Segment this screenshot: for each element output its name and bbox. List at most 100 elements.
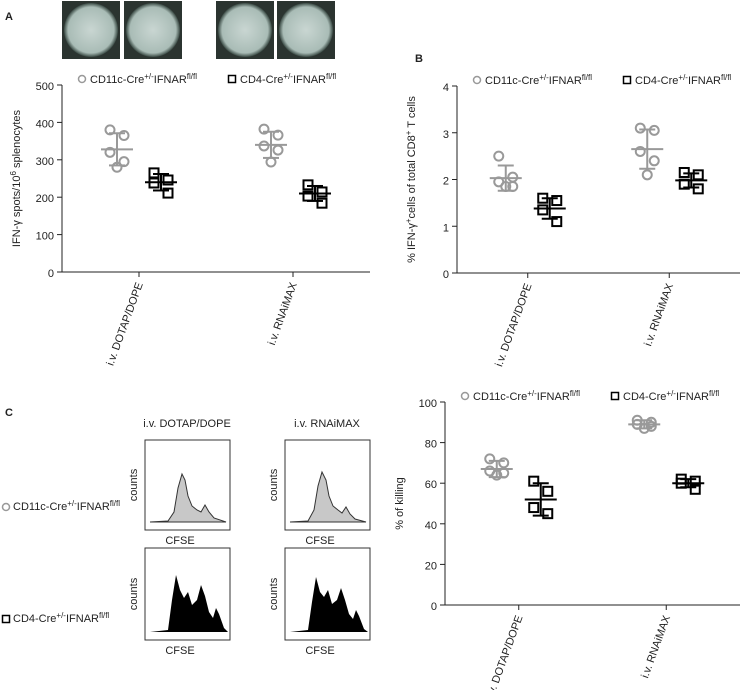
x-axis-label: CFSE <box>305 645 334 657</box>
legend-label: CD4-Cre+/-IFNARfl/fl <box>635 73 731 88</box>
x-axis-label: CFSE <box>165 645 194 657</box>
row-label-part: IFNAR <box>66 613 99 625</box>
legend-label-part: fl/fl <box>582 73 592 82</box>
data-point <box>692 169 704 181</box>
legend-marker <box>1 502 11 512</box>
y-tick-label: 3 <box>443 129 449 141</box>
data-point <box>316 197 328 209</box>
legend-label-part: +/- <box>144 72 154 81</box>
y-axis-label: counts <box>268 577 280 610</box>
legend-label-part: CD4-Cre <box>623 391 666 403</box>
data-point <box>551 195 563 207</box>
panel-label: A <box>5 11 13 23</box>
legend-label-part: +/- <box>678 73 688 82</box>
legend-marker <box>472 75 482 85</box>
data-point <box>118 156 130 168</box>
y-tick-label: 0 <box>431 601 437 613</box>
legend-label-part: +/- <box>666 389 676 398</box>
data-point <box>491 469 503 481</box>
legend-label-part: IFNAR <box>537 391 570 403</box>
data-point <box>148 177 160 189</box>
y-axis-label-part: splenocytes <box>11 109 23 171</box>
legend-label-part: fl/fl <box>326 72 336 81</box>
panel-label: C <box>5 407 13 419</box>
data-point <box>638 422 650 434</box>
legend-marker <box>460 391 470 401</box>
data-point <box>162 174 174 186</box>
data-point <box>484 453 496 465</box>
legend-label: CD11c-Cre+/-IFNARfl/fl <box>473 389 580 404</box>
y-axis-label-part: cells of total CD8 <box>406 135 418 218</box>
data-point <box>258 123 270 135</box>
legend-label-part: CD11c-Cre <box>473 391 527 403</box>
y-tick-label: 300 <box>36 156 54 168</box>
legend-label-part: CD4-Cre <box>240 74 283 86</box>
row-label: CD4-Cre+/-IFNARfl/fl <box>13 611 109 626</box>
row-label-part: +/- <box>56 611 66 620</box>
legend-marker <box>227 74 237 84</box>
data-point <box>641 169 653 181</box>
y-axis-label: % of killing <box>394 477 406 530</box>
y-tick-label: 500 <box>36 81 54 93</box>
row-label-part: CD4-Cre <box>13 613 56 625</box>
legend-marker <box>77 74 87 84</box>
data-point <box>500 181 512 193</box>
legend-label-part: CD4-Cre <box>635 75 678 87</box>
data-point <box>498 467 510 479</box>
legend-marker <box>610 391 620 401</box>
x-tick-label: i.v. RNAiMAX <box>266 280 300 347</box>
y-axis-label: IFN-γ spots/106 splenocytes <box>9 109 24 247</box>
row-label-part: CD11c-Cre <box>13 501 67 513</box>
data-point <box>272 129 284 141</box>
y-axis-label-part: % IFN-γ <box>406 223 418 263</box>
y-tick-label: 40 <box>425 520 437 532</box>
data-point <box>528 502 540 514</box>
data-point <box>118 129 130 141</box>
data-point <box>645 420 657 432</box>
y-axis-label: % IFN-γ+cells of total CD8+ T cells <box>404 96 419 263</box>
y-tick-label: 20 <box>425 560 437 572</box>
data-point <box>631 414 643 426</box>
legend-label: CD4-Cre+/-IFNARfl/fl <box>240 72 336 87</box>
data-point <box>265 156 277 168</box>
y-axis-label: counts <box>268 468 280 501</box>
legend-label-part: fl/fl <box>721 73 731 82</box>
data-point <box>528 475 540 487</box>
y-tick-label: 0 <box>48 268 54 280</box>
data-point <box>689 483 701 495</box>
x-axis-label: CFSE <box>165 535 194 547</box>
data-point <box>302 190 314 202</box>
row-label-part: +/- <box>67 499 77 508</box>
data-point <box>316 186 328 198</box>
row-label-part: fl/fl <box>110 499 120 508</box>
x-tick-label: i.v. RNAiMAX <box>639 613 673 680</box>
data-point <box>104 146 116 158</box>
flow-histograms <box>144 439 371 641</box>
data-point <box>542 508 554 520</box>
x-tick-label: i.v. RNAiMAX <box>642 281 676 348</box>
data-point <box>537 192 549 204</box>
y-axis-label: counts <box>128 577 140 610</box>
y-tick-label: 100 <box>419 398 437 410</box>
x-tick-label: i.v. DOTAP/DOPE <box>484 614 525 690</box>
row-label: CD11c-Cre+/-IFNARfl/fl <box>13 499 120 514</box>
legend-label-part: fl/fl <box>570 389 580 398</box>
data-point <box>507 181 519 193</box>
data-point <box>678 178 690 190</box>
column-header: i.v. DOTAP/DOPE <box>143 418 231 430</box>
y-tick-label: 80 <box>425 439 437 451</box>
data-point <box>258 140 270 152</box>
legend-label-part: fl/fl <box>187 72 197 81</box>
legend-label-part: IFNAR <box>154 74 187 86</box>
legend-label-part: CD11c-Cre <box>90 74 144 86</box>
data-point <box>648 124 660 136</box>
y-axis-label-part: % of killing <box>394 477 406 530</box>
legend-marker <box>622 75 632 85</box>
data-point <box>272 144 284 156</box>
legend-label-part: CD11c-Cre <box>485 75 539 87</box>
y-axis-label-part: + <box>404 218 413 223</box>
data-point <box>692 183 704 195</box>
legend-label: CD11c-Cre+/-IFNARfl/fl <box>90 72 197 87</box>
y-tick-label: 2 <box>443 176 449 188</box>
